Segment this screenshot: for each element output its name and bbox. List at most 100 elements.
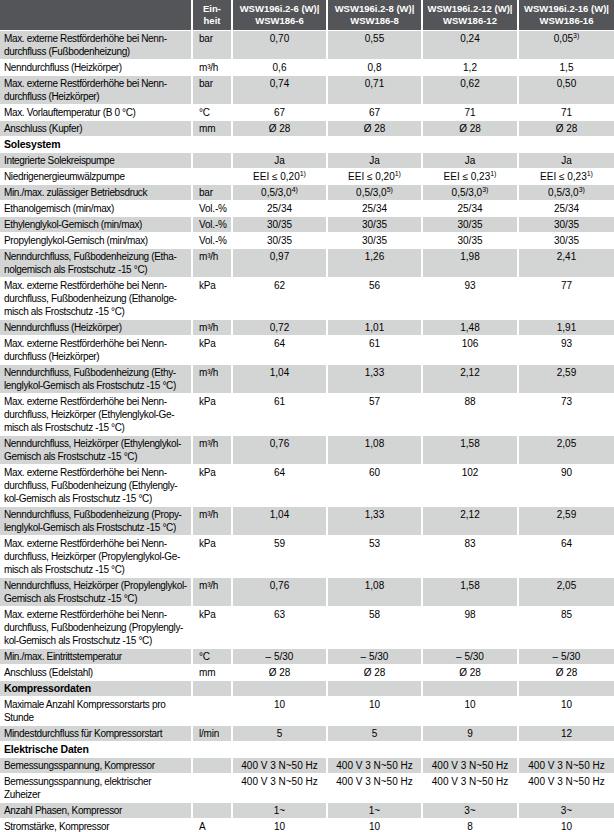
footnote-marker: 3) xyxy=(573,32,579,39)
row-value-model-3 xyxy=(422,137,518,153)
row-label: Kompressordaten xyxy=(0,681,192,697)
row-unit xyxy=(192,153,232,169)
row-value-model-1: 1~ xyxy=(232,803,327,819)
row-value-model-3: Ø 28 xyxy=(422,121,518,137)
row-value-model-1: – 5/30 xyxy=(232,649,327,665)
row-unit: kPa xyxy=(192,607,232,649)
header-model-column-4: WSW196i.2-16 (W)|WSW186-16 xyxy=(518,0,614,31)
row-value-model-4: 90 xyxy=(518,465,614,507)
table-row: Bemessungsspannung, Kompressor 400 V 3 N… xyxy=(0,758,614,774)
row-value-model-4: 73 xyxy=(518,394,614,436)
table-row: Max. externe Restförderhöhe bei Nenndurc… xyxy=(0,465,614,507)
row-value-model-1: 0,5/3,04) xyxy=(232,185,327,201)
row-unit: kPa xyxy=(192,336,232,365)
row-label: Max. externe Restförderhöhe bei Nenndurc… xyxy=(0,31,192,60)
row-value-model-1: 30/35 xyxy=(232,233,327,249)
row-unit xyxy=(192,803,232,819)
row-value-model-4: 10 xyxy=(518,697,614,726)
table-row: Nenndurchfluss, Fußbodenheizung (Ethylen… xyxy=(0,365,614,394)
table-header-row: Ein-heit WSW196i.2-6 (W)|WSW186-6 WSW196… xyxy=(0,0,614,31)
row-value-model-2: 30/35 xyxy=(327,233,422,249)
row-value-model-4: 0,5/3,03) xyxy=(518,185,614,201)
footnote-marker: 4) xyxy=(292,186,298,193)
row-value-model-3: 2,12 xyxy=(422,507,518,536)
header-model-column-2: WSW196i.2-8 (W)|WSW186-8 xyxy=(327,0,422,31)
row-value-model-2: 0,71 xyxy=(327,76,422,105)
row-value-model-3: 30/35 xyxy=(422,233,518,249)
row-value-model-2: Ø 28 xyxy=(327,121,422,137)
table-row: Niedrigenergieumwälzpumpe EEI ≤ 0,201) E… xyxy=(0,169,614,185)
table-row: Anschluss (Edelstahl) mm Ø 28 Ø 28 Ø 28 … xyxy=(0,665,614,681)
row-value-model-4 xyxy=(518,137,614,153)
row-value-model-1: 1,04 xyxy=(232,365,327,394)
row-value-model-4: 400 V 3 N~50 Hz xyxy=(518,774,614,803)
table-row: Nenndurchfluss, Heizkörper (Propylenglyk… xyxy=(0,578,614,607)
model-2-alt-name: WSW186-8 xyxy=(350,15,399,26)
row-value-model-2: 67 xyxy=(327,105,422,121)
row-value-model-3: 83 xyxy=(422,536,518,578)
row-label: Propylenglykol-Gemisch (min/max) xyxy=(0,233,192,249)
row-value-model-2: 1,26 xyxy=(327,249,422,278)
footnote-marker: 3) xyxy=(579,186,585,193)
row-value-model-2: 57 xyxy=(327,394,422,436)
table-row: Max. externe Restförderhöhe bei Nenndurc… xyxy=(0,607,614,649)
row-value-model-2: 58 xyxy=(327,607,422,649)
row-value-model-2: EEI ≤ 0,201) xyxy=(327,169,422,185)
row-value-model-1: 64 xyxy=(232,465,327,507)
row-value-model-4: 2,59 xyxy=(518,507,614,536)
row-label: Nenndurchfluss, Fußbodenheizung (Ethanol… xyxy=(0,249,192,278)
row-value-model-3: 1,2 xyxy=(422,60,518,76)
row-unit: kPa xyxy=(192,394,232,436)
row-value-model-2 xyxy=(327,742,422,758)
row-label: Ethanolgemisch (min/max) xyxy=(0,201,192,217)
row-value-model-4: EEI ≤ 0,231) xyxy=(518,169,614,185)
row-value-model-2: 53 xyxy=(327,536,422,578)
row-unit: m³/h xyxy=(192,320,232,336)
row-value-model-1: Ø 28 xyxy=(232,665,327,681)
row-value-model-1: 400 V 3 N~50 Hz xyxy=(232,774,327,803)
row-value-model-1: 67 xyxy=(232,105,327,121)
model-2-name: WSW196i.2-8 (W)| xyxy=(335,3,415,14)
row-value-model-2: 1,33 xyxy=(327,365,422,394)
row-value-model-2: 1,01 xyxy=(327,320,422,336)
row-unit xyxy=(192,774,232,803)
row-value-model-3 xyxy=(422,681,518,697)
row-value-model-1: 63 xyxy=(232,607,327,649)
row-label: Max. externe Restförderhöhe bei Nenndurc… xyxy=(0,465,192,507)
row-unit xyxy=(192,681,232,697)
row-value-model-4: 77 xyxy=(518,278,614,320)
row-label: Max. externe Restförderhöhe bei Nenndurc… xyxy=(0,76,192,105)
row-value-model-4: 25/34 xyxy=(518,201,614,217)
row-value-model-3: – 5/30 xyxy=(422,649,518,665)
row-value-model-2: 0,8 xyxy=(327,60,422,76)
row-value-model-1: EEI ≤ 0,201) xyxy=(232,169,327,185)
row-label: Niedrigenergieumwälzpumpe xyxy=(0,169,192,185)
row-unit xyxy=(192,137,232,153)
row-label: Maximale Anzahl Kompressorstarts pro Stu… xyxy=(0,697,192,726)
row-label: Ethylenglykol-Gemisch (min/max) xyxy=(0,217,192,233)
model-1-alt-name: WSW186-6 xyxy=(255,15,304,26)
row-value-model-1: 1,04 xyxy=(232,507,327,536)
row-value-model-4: 1,91 xyxy=(518,320,614,336)
row-value-model-4: 30/35 xyxy=(518,233,614,249)
row-value-model-3: Ja xyxy=(422,153,518,169)
table-row: Mindestdurchfluss für Kompressorstart l/… xyxy=(0,726,614,742)
row-value-model-1: Ja xyxy=(232,153,327,169)
row-unit: l/min xyxy=(192,726,232,742)
model-4-name: WSW196i.2-16 (W)| xyxy=(524,3,609,14)
row-value-model-3: 98 xyxy=(422,607,518,649)
row-unit: Vol.-% xyxy=(192,233,232,249)
row-value-model-3: 8 xyxy=(422,819,518,832)
row-value-model-3: 3~ xyxy=(422,803,518,819)
row-value-model-3: 1,58 xyxy=(422,578,518,607)
row-unit: mm xyxy=(192,121,232,137)
row-value-model-2: Ø 28 xyxy=(327,665,422,681)
row-value-model-4: 0,053) xyxy=(518,31,614,60)
row-value-model-2: 0,5/3,05) xyxy=(327,185,422,201)
footnote-marker: 1) xyxy=(490,170,496,177)
row-label: Anzahl Phasen, Kompressor xyxy=(0,803,192,819)
row-value-model-4: 12 xyxy=(518,726,614,742)
row-value-model-2: 1~ xyxy=(327,803,422,819)
row-value-model-2: 10 xyxy=(327,697,422,726)
table-row: Nenndurchfluss, Fußbodenheizung (Propyle… xyxy=(0,507,614,536)
